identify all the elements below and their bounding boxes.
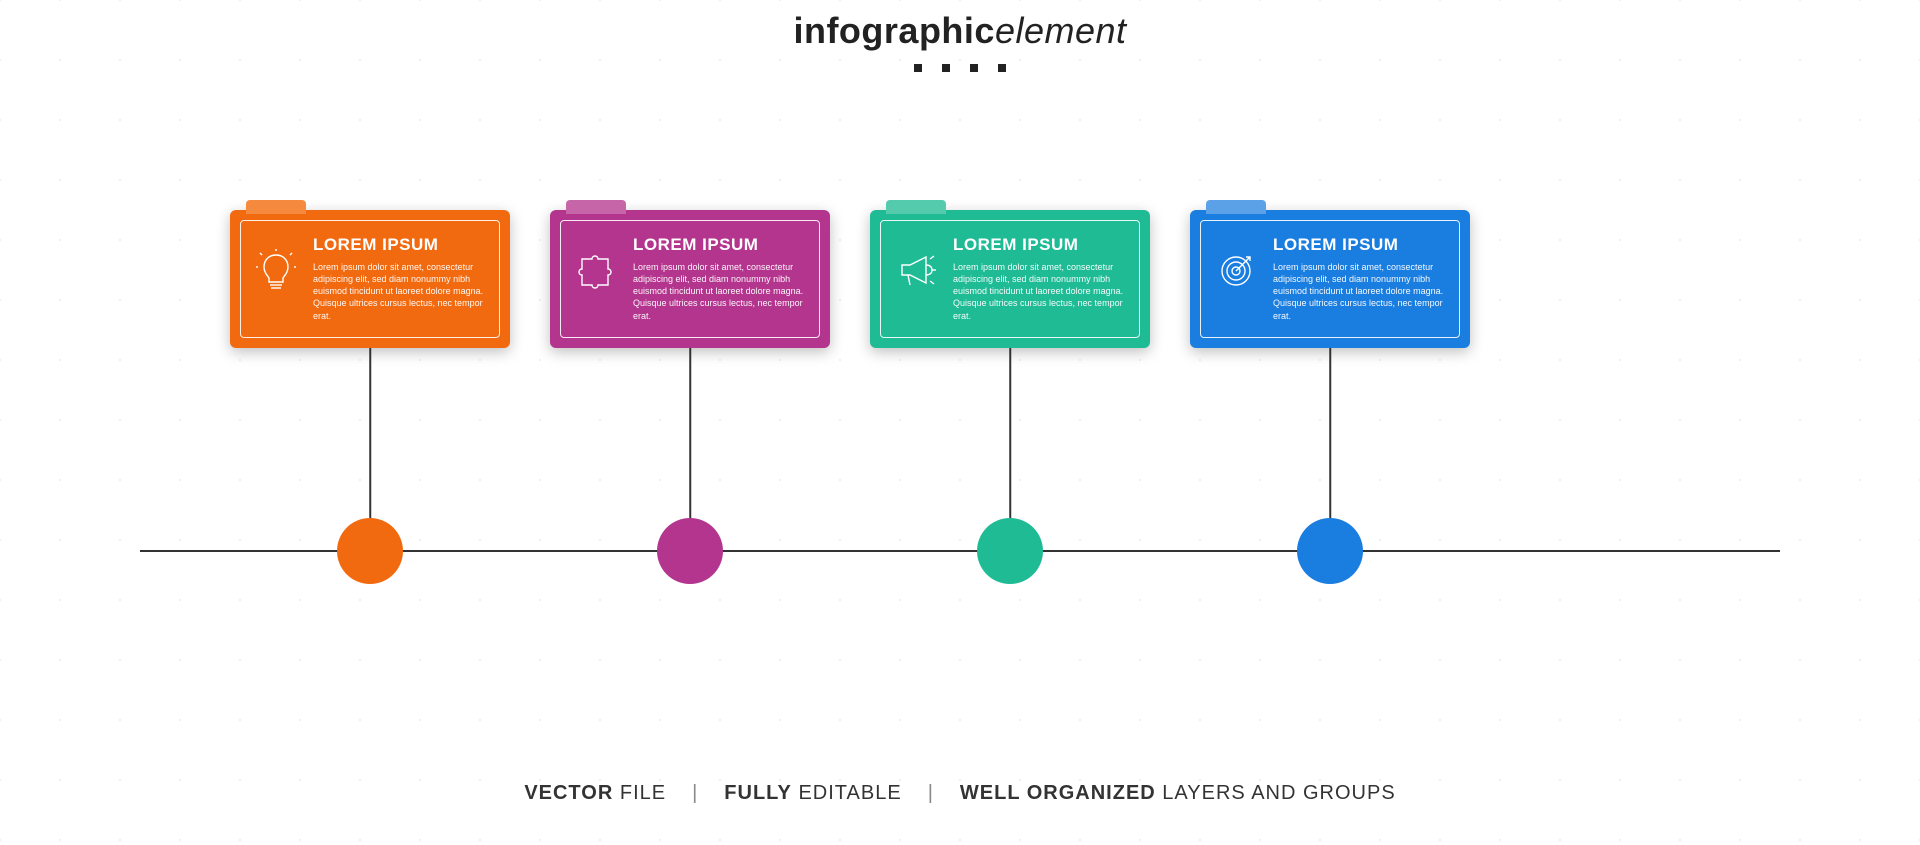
header-dot [942, 64, 950, 72]
card-text: LOREM IPSUM Lorem ipsum dolor sit amet, c… [633, 235, 805, 322]
puzzle-icon [573, 247, 619, 293]
footer-light: LAYERS AND GROUPS [1156, 782, 1396, 804]
header: infographicelement [0, 10, 1920, 72]
step-card: LOREM IPSUM Lorem ipsum dolor sit amet, c… [230, 210, 510, 348]
folder-tab [886, 200, 946, 214]
card-body: Lorem ipsum dolor sit amet, consectetur … [633, 261, 805, 322]
step-node [1297, 518, 1363, 584]
folder-tab [246, 200, 306, 214]
card-title: LOREM IPSUM [1273, 235, 1445, 255]
page-title: infographicelement [0, 10, 1920, 52]
card-body: Lorem ipsum dolor sit amet, consectetur … [953, 261, 1125, 322]
timeline-step: LOREM IPSUM Lorem ipsum dolor sit amet, c… [1190, 210, 1470, 348]
footer-segment: VECTOR FILE [524, 782, 666, 804]
header-dot [998, 64, 1006, 72]
card-title: LOREM IPSUM [633, 235, 805, 255]
card-body: Lorem ipsum dolor sit amet, consectetur … [1273, 261, 1445, 322]
lightbulb-icon [253, 247, 299, 293]
card-text: LOREM IPSUM Lorem ipsum dolor sit amet, c… [313, 235, 485, 322]
infographic-stage: LOREM IPSUM Lorem ipsum dolor sit amet, c… [140, 210, 1780, 630]
card-text: LOREM IPSUM Lorem ipsum dolor sit amet, c… [1273, 235, 1445, 322]
footer-segment: WELL ORGANIZED LAYERS AND GROUPS [960, 782, 1396, 804]
step-node [977, 518, 1043, 584]
card-inner: LOREM IPSUM Lorem ipsum dolor sit amet, c… [560, 220, 820, 338]
title-italic: element [995, 10, 1127, 51]
step-card: LOREM IPSUM Lorem ipsum dolor sit amet, c… [550, 210, 830, 348]
step-card: LOREM IPSUM Lorem ipsum dolor sit amet, c… [1190, 210, 1470, 348]
step-connector [369, 348, 371, 518]
folder-tab [566, 200, 626, 214]
card-title: LOREM IPSUM [313, 235, 485, 255]
header-dot [970, 64, 978, 72]
step-connector [1009, 348, 1011, 518]
header-dot [914, 64, 922, 72]
card-body: Lorem ipsum dolor sit amet, consectetur … [313, 261, 485, 322]
timeline-step: LOREM IPSUM Lorem ipsum dolor sit amet, c… [870, 210, 1150, 348]
header-dots [0, 64, 1920, 72]
footer-separator: | [692, 782, 698, 804]
footer-light: FILE [613, 782, 666, 804]
step-connector [1329, 348, 1331, 518]
target-icon [1213, 247, 1259, 293]
step-card: LOREM IPSUM Lorem ipsum dolor sit amet, c… [870, 210, 1150, 348]
card-inner: LOREM IPSUM Lorem ipsum dolor sit amet, c… [880, 220, 1140, 338]
footer: VECTOR FILE | FULLY EDITABLE | WELL ORGANIZE… [0, 782, 1920, 805]
folder-tab [1206, 200, 1266, 214]
card-text: LOREM IPSUM Lorem ipsum dolor sit amet, c… [953, 235, 1125, 322]
footer-separator: | [928, 782, 934, 804]
card-inner: LOREM IPSUM Lorem ipsum dolor sit amet, c… [1200, 220, 1460, 338]
step-connector [689, 348, 691, 518]
footer-segment: FULLY EDITABLE [724, 782, 901, 804]
footer-light: EDITABLE [792, 782, 902, 804]
footer-strong: WELL ORGANIZED [960, 782, 1156, 804]
timeline-step: LOREM IPSUM Lorem ipsum dolor sit amet, c… [230, 210, 510, 348]
step-node [657, 518, 723, 584]
footer-strong: FULLY [724, 782, 792, 804]
card-inner: LOREM IPSUM Lorem ipsum dolor sit amet, c… [240, 220, 500, 338]
timeline-step: LOREM IPSUM Lorem ipsum dolor sit amet, c… [550, 210, 830, 348]
megaphone-icon [893, 247, 939, 293]
title-bold: infographic [793, 10, 995, 51]
step-node [337, 518, 403, 584]
card-title: LOREM IPSUM [953, 235, 1125, 255]
footer-strong: VECTOR [524, 782, 613, 804]
